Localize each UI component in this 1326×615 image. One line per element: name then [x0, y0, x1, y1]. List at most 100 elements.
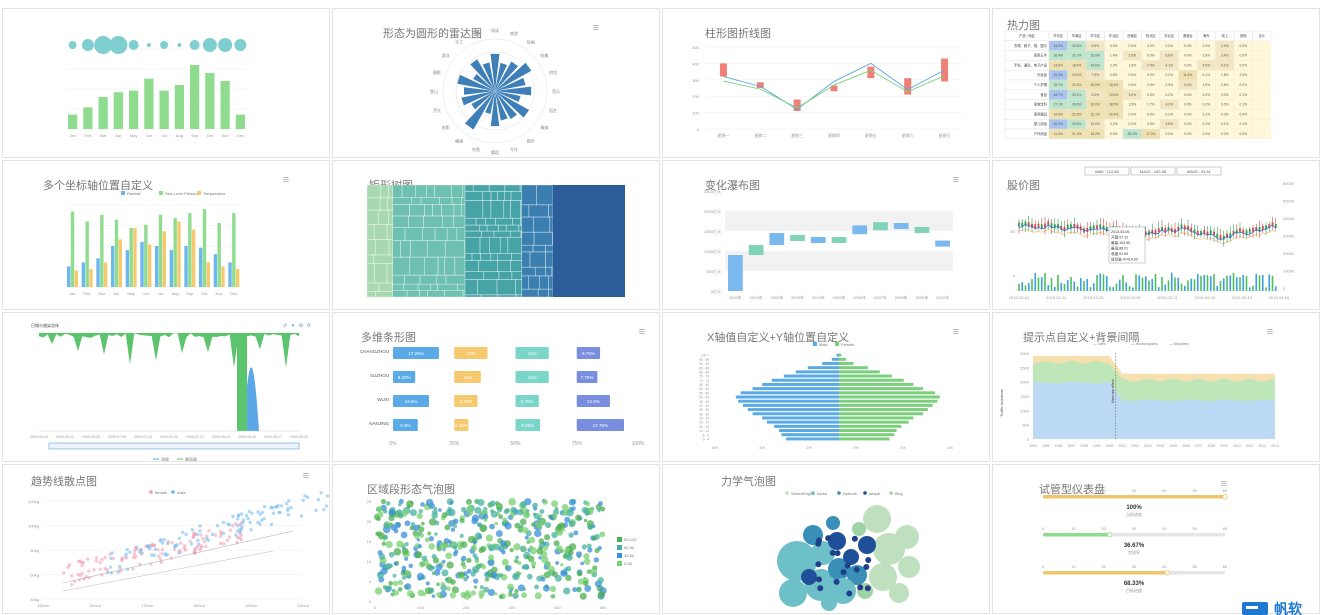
bubble	[388, 514, 395, 522]
volume-bar	[1096, 275, 1098, 291]
legend-label: MA25 : 93.51	[1187, 169, 1212, 174]
chart-panel-8: 股价图 MA5 : 112.86 MA10 : 100.38 MA25 : 93.5…	[992, 160, 1320, 310]
menu-icon[interactable]: ≡	[592, 22, 599, 34]
candle-body	[1105, 226, 1108, 231]
menu-icon[interactable]: ≡	[638, 326, 645, 338]
panel-title: 多维条形图	[361, 332, 416, 344]
cell-value: 0.1%	[1221, 122, 1229, 126]
bubble	[474, 532, 482, 540]
chart-title: 日增与感染总体	[31, 322, 59, 328]
candle-body	[1187, 225, 1189, 230]
menu-icon[interactable]: ≡	[302, 470, 309, 482]
gauge-value: 36.67%	[1124, 543, 1145, 549]
bubble	[501, 558, 509, 566]
volume-bar	[1053, 286, 1056, 291]
x-tick-label: 1999	[1093, 444, 1101, 448]
menu-icon[interactable]: ≡	[1220, 478, 1227, 490]
candle-body	[1177, 226, 1180, 231]
bar	[515, 347, 549, 359]
row-label: 婴儿用品	[1034, 121, 1048, 126]
bubble	[451, 586, 459, 594]
cell-value: 2.0%	[1110, 63, 1118, 67]
cell-value: 0.0%	[1184, 54, 1192, 58]
y-tick-label: 100	[692, 111, 699, 116]
panel-title: 区域段形态气泡图	[367, 484, 455, 496]
menu-icon[interactable]: ≡	[952, 174, 959, 186]
cell-value: 22.1%	[1091, 112, 1100, 116]
gauge-tick: 30	[1132, 488, 1137, 493]
force-bubble	[828, 532, 846, 550]
y-tick-label: 50	[1011, 229, 1016, 234]
scatter-trend-chart: female male 40kg 60kg 80kg 100kg 120kg 150cm 160…	[28, 490, 329, 608]
scatter-point	[227, 535, 232, 539]
male-bar	[752, 412, 839, 416]
male-bar	[752, 387, 839, 391]
tube-gauge-chart: 0 10 20 30 40 50 60 100%当前进度 0 10 20 30 40 50 60 36.67%…	[1042, 488, 1228, 593]
x-tick-label: Sep	[186, 291, 194, 296]
scatter-point	[289, 505, 293, 510]
scatter-point	[204, 544, 208, 549]
y2-tick-label: 60000	[1283, 181, 1295, 186]
cell-value: 0.1%	[1239, 103, 1247, 107]
bubble	[488, 554, 495, 561]
bar	[576, 419, 625, 431]
x-tick-label: 2006	[1182, 444, 1190, 448]
male-bar	[786, 437, 839, 441]
x-tick-label: 2000-07-20	[160, 435, 178, 439]
scatter-point	[170, 541, 174, 545]
scatter-point	[238, 527, 242, 532]
bubble	[444, 577, 449, 582]
y-tick-label: 200	[692, 94, 699, 99]
cell-value: 33.8%	[1091, 54, 1100, 58]
cell-value: 6.1%	[1221, 63, 1229, 67]
x-tick-label: Jan	[69, 291, 75, 296]
chart-panel-15: 力学气泡图 SearchEngine books Network people Blog	[662, 464, 990, 614]
menu-icon[interactable]: ≡	[952, 326, 959, 338]
bar	[515, 371, 549, 383]
x-tick-label: Apr	[113, 291, 120, 296]
volume-bar	[1066, 280, 1069, 291]
cell-value: 34.6%	[1072, 122, 1081, 126]
force-bubble	[898, 556, 920, 578]
scatter-point	[198, 524, 202, 528]
bubble	[441, 569, 449, 577]
male-bar	[774, 424, 839, 428]
cell-value: 0.0%	[1184, 122, 1192, 126]
legend-label: Sea-Level Pressure	[165, 191, 201, 196]
panel-title: X轴值自定义+Y轴位置自定义	[707, 332, 850, 344]
waterfall-bar	[893, 223, 909, 229]
x-tick-label: 1998	[1080, 444, 1088, 448]
cell-value: 0.0%	[1184, 132, 1192, 136]
x-tick-label: 2%	[900, 445, 906, 450]
bar	[184, 246, 188, 287]
row-label: 化妆品	[1037, 72, 1048, 77]
axis-label: 摄影	[433, 69, 441, 75]
data-label: 9.3%	[400, 423, 410, 428]
volume-bar	[1164, 284, 1167, 291]
bubble	[109, 36, 128, 54]
menu-icon[interactable]: ≡	[1266, 326, 1273, 338]
chart-panel-2: 形态为圆形的雷达图 ≡ 阅读 旅游 绘画 收集 烘焙 音乐 园艺 瑜伽 跑步 写作 舞蹈 钓鱼 编程 电影…	[332, 8, 660, 158]
volume-bar	[1274, 286, 1277, 291]
cell-value: 3.4%	[1221, 54, 1229, 58]
x-tick-label: 2000-06-29	[82, 435, 100, 439]
scatter-point	[157, 554, 161, 558]
cell-value: 0.2%	[1165, 112, 1173, 116]
menu-icon[interactable]: ≡	[282, 174, 289, 186]
candle-body	[1060, 225, 1063, 230]
x-tick-label: 1995	[1042, 444, 1050, 448]
scatter-point	[235, 517, 240, 521]
scatter-point	[221, 531, 226, 536]
bubble	[390, 592, 395, 597]
volume-bar	[1203, 274, 1206, 291]
bubble	[554, 574, 562, 582]
scatter-point	[196, 538, 200, 543]
cell-value: 0.0%	[1110, 44, 1118, 48]
cell-value: 5.8%	[1091, 44, 1099, 48]
female-bar	[839, 391, 935, 395]
scatter-point	[116, 570, 120, 574]
gauge-knob	[1164, 570, 1170, 576]
small-bubble	[853, 566, 860, 573]
bar	[576, 371, 598, 383]
